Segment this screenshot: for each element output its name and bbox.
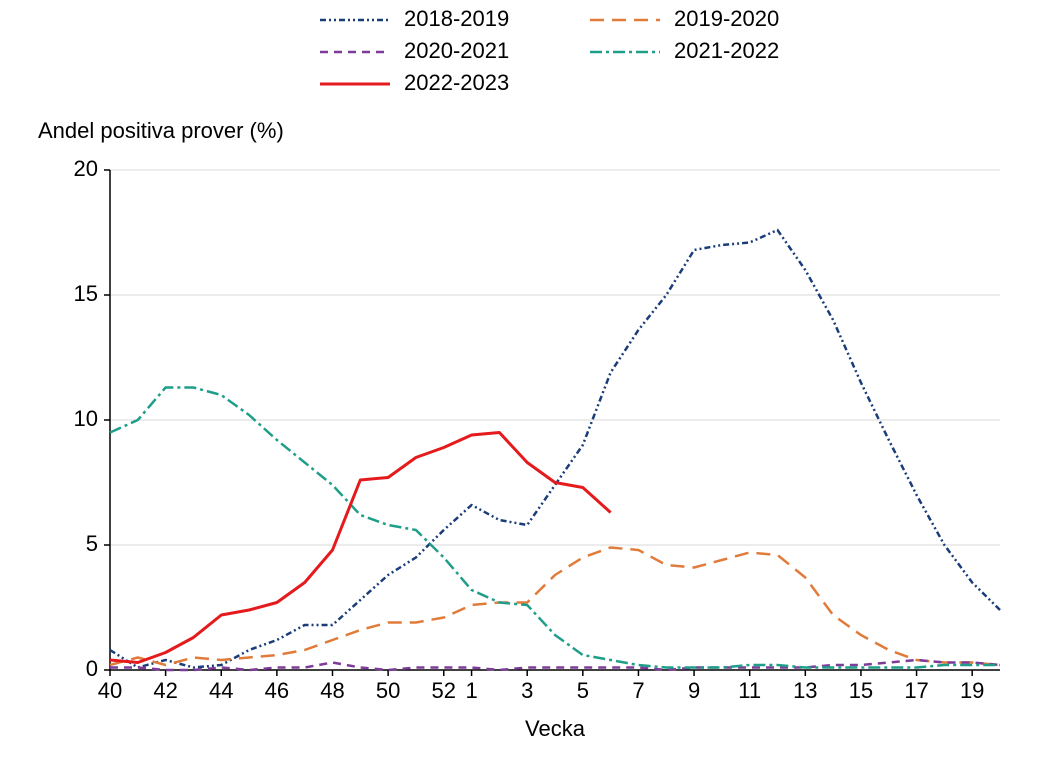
x-tick-label: 48	[320, 678, 344, 703]
x-tick-label: 7	[632, 678, 644, 703]
x-tick-label: 1	[465, 678, 477, 703]
x-tick-label: 9	[688, 678, 700, 703]
x-tick-label: 40	[98, 678, 122, 703]
x-tick-label: 15	[849, 678, 873, 703]
y-tick-label: 10	[74, 406, 98, 431]
legend-label: 2020-2021	[404, 38, 509, 63]
x-tick-label: 46	[265, 678, 289, 703]
y-axis-title: Andel positiva prover (%)	[38, 118, 284, 143]
x-tick-label: 50	[376, 678, 400, 703]
legend-label: 2019-2020	[674, 6, 779, 31]
legend-label: 2022-2023	[404, 70, 509, 95]
y-tick-label: 0	[86, 656, 98, 681]
x-axis-title: Vecka	[525, 716, 586, 741]
legend-label: 2018-2019	[404, 6, 509, 31]
legend-label: 2021-2022	[674, 38, 779, 63]
y-tick-label: 15	[74, 281, 98, 306]
x-tick-label: 13	[793, 678, 817, 703]
x-tick-label: 19	[960, 678, 984, 703]
line-chart: 0510152040424446485052135791113151719And…	[0, 0, 1057, 769]
chart-svg: 0510152040424446485052135791113151719And…	[0, 0, 1057, 769]
y-tick-label: 20	[74, 156, 98, 181]
x-tick-label: 44	[209, 678, 233, 703]
x-tick-label: 52	[432, 678, 456, 703]
x-tick-label: 11	[738, 678, 761, 703]
y-tick-label: 5	[86, 531, 98, 556]
x-tick-label: 42	[153, 678, 177, 703]
x-tick-label: 3	[521, 678, 533, 703]
x-tick-label: 17	[904, 678, 928, 703]
x-tick-label: 5	[577, 678, 589, 703]
